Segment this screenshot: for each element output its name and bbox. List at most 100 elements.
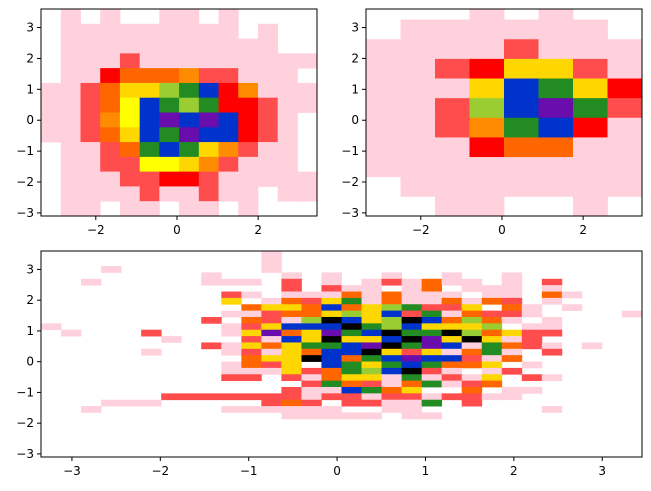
heatmap-cell bbox=[481, 374, 503, 382]
heatmap-cell bbox=[159, 82, 180, 99]
heatmap-cell bbox=[139, 82, 160, 99]
heatmap-cell bbox=[277, 97, 298, 113]
heatmap-cell bbox=[141, 329, 162, 337]
heatmap-cell bbox=[441, 380, 463, 388]
heatmap-cell bbox=[119, 112, 141, 128]
heatmap-cell bbox=[261, 406, 282, 413]
heatmap-cell bbox=[421, 367, 443, 375]
heatmap-cell bbox=[277, 156, 298, 173]
heatmap-cell bbox=[261, 342, 282, 350]
heatmap-cell bbox=[441, 355, 463, 362]
heatmap-cell bbox=[301, 399, 322, 407]
y-tick-label: 3 bbox=[26, 262, 34, 276]
heatmap-cell bbox=[297, 53, 318, 69]
heatmap-cell bbox=[257, 97, 279, 113]
heatmap-cell bbox=[218, 53, 239, 69]
heatmap-cell bbox=[400, 98, 436, 119]
heatmap-cell bbox=[401, 342, 423, 350]
heatmap-cell bbox=[100, 68, 121, 84]
heatmap-cell bbox=[461, 386, 483, 394]
heatmap-cell bbox=[198, 171, 219, 187]
heatmap-cell bbox=[321, 316, 342, 324]
heatmap-cell bbox=[366, 117, 401, 138]
heatmap-cell bbox=[321, 336, 342, 343]
heatmap-cell bbox=[281, 367, 302, 375]
heatmap-cell bbox=[41, 323, 62, 331]
heatmap-cell bbox=[241, 336, 262, 343]
heatmap-cell bbox=[501, 393, 523, 401]
plot-frame bbox=[365, 8, 643, 217]
heatmap-cell bbox=[198, 127, 219, 143]
heatmap-cell bbox=[538, 19, 574, 40]
heatmap-cell bbox=[521, 323, 543, 331]
heatmap-cell bbox=[381, 297, 402, 305]
heatmap-cell bbox=[101, 399, 122, 407]
heatmap-cell bbox=[469, 19, 505, 40]
heatmap-cell bbox=[321, 329, 342, 337]
heatmap-cell bbox=[238, 53, 259, 69]
heatmap-cell bbox=[41, 97, 62, 113]
heatmap-cell bbox=[361, 393, 382, 401]
heatmap-cell bbox=[469, 39, 505, 60]
heatmap-cell bbox=[179, 112, 200, 128]
heatmap-cell bbox=[381, 336, 402, 343]
heatmap-cell bbox=[301, 406, 322, 413]
heatmap-cell bbox=[321, 386, 342, 394]
heatmap-cell bbox=[461, 336, 483, 343]
heatmap-cell bbox=[361, 316, 382, 324]
heatmap-cell bbox=[361, 304, 382, 312]
heatmap-cell bbox=[241, 304, 262, 312]
heatmap-cell bbox=[401, 297, 423, 305]
heatmap-cell bbox=[441, 329, 463, 337]
heatmap-cell bbox=[321, 304, 342, 312]
heatmap-cell bbox=[119, 97, 141, 113]
y-tick-label: −2 bbox=[341, 175, 359, 189]
heatmap-cell bbox=[400, 117, 436, 138]
heatmap-cell bbox=[261, 310, 282, 318]
heatmap-cell bbox=[261, 348, 282, 356]
heatmap-cell bbox=[119, 68, 141, 84]
heatmap-cell bbox=[281, 348, 302, 356]
heatmap-cell bbox=[441, 374, 463, 382]
heatmap-cell bbox=[538, 157, 574, 178]
x-tick-label: −2 bbox=[151, 464, 169, 478]
heatmap-cell bbox=[361, 323, 382, 331]
heatmap-cell bbox=[521, 342, 543, 350]
heatmap-cell bbox=[198, 156, 219, 173]
heatmap-cell bbox=[381, 323, 402, 331]
heatmap-cell bbox=[461, 374, 483, 382]
heatmap-cell bbox=[281, 399, 302, 407]
heatmap-cell bbox=[366, 98, 401, 119]
heatmap-cell bbox=[60, 186, 81, 202]
heatmap-cell bbox=[607, 176, 643, 197]
heatmap-cell bbox=[281, 323, 302, 331]
heatmap-cell bbox=[361, 355, 382, 362]
heatmap-cell bbox=[400, 58, 436, 79]
heatmap-cell bbox=[301, 386, 322, 394]
heatmap-cell bbox=[341, 342, 362, 350]
heatmap-cell bbox=[421, 361, 443, 369]
heatmap-cell bbox=[521, 374, 543, 382]
heatmap-cell bbox=[538, 137, 574, 158]
heatmap-cell bbox=[201, 278, 222, 286]
heatmap-cell bbox=[80, 97, 101, 113]
heatmap-cell bbox=[341, 316, 362, 324]
heatmap-cell bbox=[301, 304, 322, 312]
heatmap-cell bbox=[341, 285, 362, 292]
heatmap-cell bbox=[301, 316, 322, 324]
heatmap-cell bbox=[139, 171, 160, 187]
heatmap-cell bbox=[281, 272, 302, 280]
heatmap-cell bbox=[241, 278, 262, 286]
heatmap-cell bbox=[607, 117, 643, 138]
heatmap-cell bbox=[179, 97, 200, 113]
heatmap-cell bbox=[277, 127, 298, 143]
heatmap-cell bbox=[481, 291, 503, 299]
x-tick-label: 0 bbox=[173, 223, 181, 237]
heatmap-cell bbox=[469, 98, 505, 119]
heatmap-cell bbox=[238, 38, 259, 54]
heatmap-cell bbox=[401, 386, 423, 394]
heatmap-cell bbox=[481, 323, 503, 331]
heatmap-cell bbox=[139, 68, 160, 84]
heatmap-cell bbox=[341, 323, 362, 331]
heatmap-cell bbox=[60, 97, 81, 113]
